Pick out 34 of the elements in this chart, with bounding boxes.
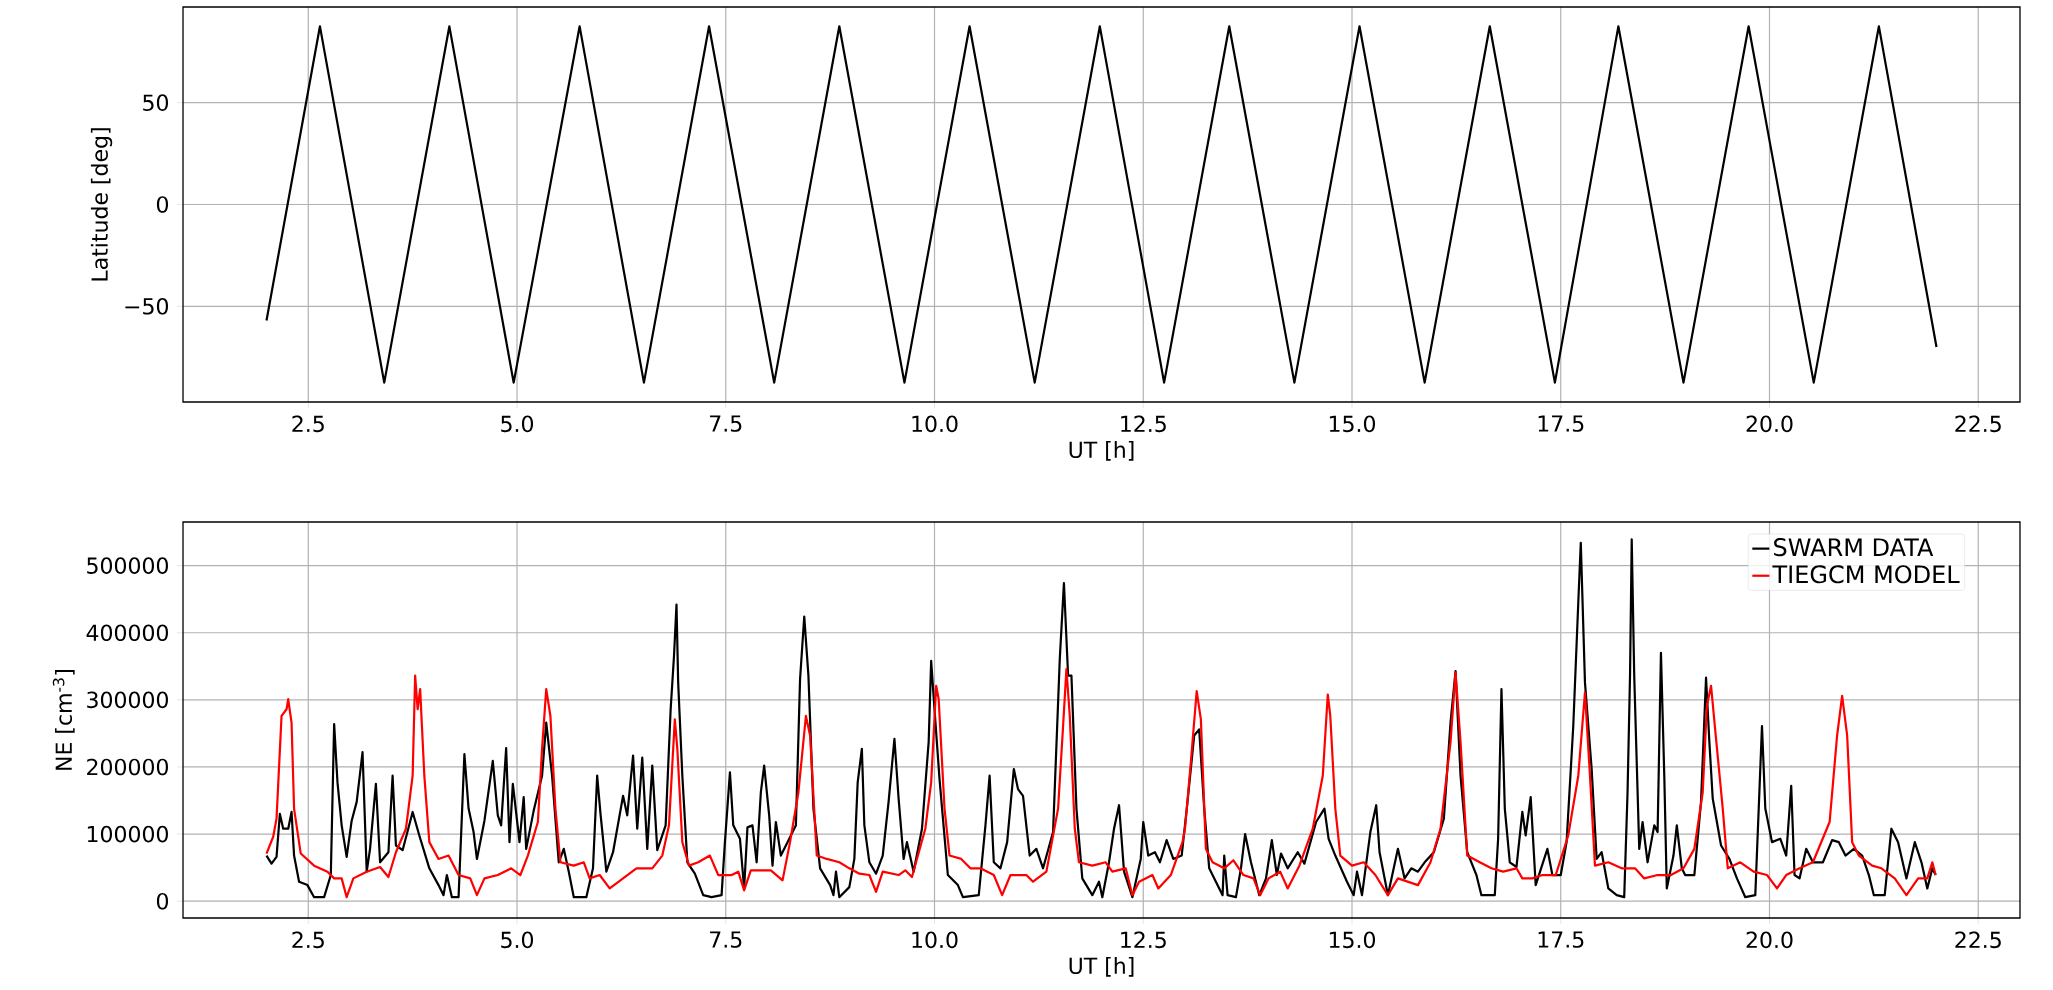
- x-tick-label: 10.0: [912, 415, 958, 433]
- line-series: [265, 25, 1938, 384]
- legend-label: SWARM DATA: [1774, 538, 1934, 557]
- x-tick-label: 15.0: [1329, 415, 1376, 433]
- y-axis-title: NE [cm$^{-3}$]: [52, 669, 75, 770]
- y-tick-label: 0: [156, 196, 169, 213]
- y-tick-label: 400000: [86, 624, 168, 642]
- y-axis-title: Latitude [deg]: [90, 128, 113, 281]
- x-tick-label: 2.5: [292, 931, 324, 949]
- x-tick-label: 5.0: [501, 415, 534, 433]
- x-tick-label: 12.5: [1121, 931, 1166, 949]
- y-tick-label: 500000: [87, 557, 168, 574]
- x-tick-label: 5.0: [501, 931, 534, 949]
- y-tick-label: 0: [156, 892, 169, 910]
- y-tick-label: 200000: [87, 758, 168, 776]
- x-tick-label: 10.0: [912, 931, 958, 949]
- x-tick-label: 17.5: [1538, 415, 1584, 432]
- x-tick-label: 17.5: [1538, 931, 1584, 948]
- x-tick-label: 22.5: [1955, 415, 2001, 433]
- x-tick-label: 15.0: [1329, 931, 1376, 949]
- y-tick-label: −50: [125, 297, 169, 315]
- x-tick-label: 20.0: [1746, 415, 1793, 433]
- legend-label: TIEGCM MODEL: [1772, 565, 1960, 584]
- x-tick-label: 12.5: [1121, 415, 1166, 433]
- x-tick-label: 7.5: [710, 415, 742, 432]
- y-tick-label: 300000: [87, 691, 168, 709]
- x-axis-title: UT [h]: [1069, 441, 1134, 461]
- x-tick-label: 22.5: [1955, 931, 2001, 949]
- y-tick-label: 50: [143, 94, 169, 111]
- x-tick-label: 2.5: [292, 415, 324, 433]
- x-axis-title: UT [h]: [1069, 957, 1134, 977]
- x-tick-label: 7.5: [710, 931, 742, 948]
- y-tick-label: 100000: [87, 825, 168, 843]
- x-tick-label: 20.0: [1746, 931, 1793, 949]
